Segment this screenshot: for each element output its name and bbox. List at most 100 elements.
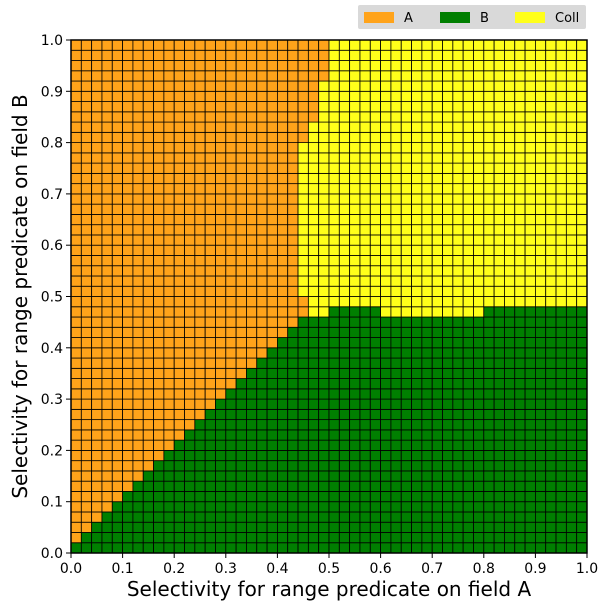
heatmap-cell: [153, 203, 165, 215]
heatmap-cell: [400, 357, 412, 369]
heatmap-cell: [80, 326, 93, 338]
heatmap-cell: [225, 70, 237, 82]
heatmap-cell: [473, 367, 485, 379]
heatmap-cell: [473, 480, 485, 492]
heatmap-cell: [111, 193, 123, 205]
heatmap-cell: [524, 347, 536, 359]
heatmap-cell: [142, 60, 154, 72]
heatmap-cell: [287, 501, 299, 513]
heatmap-cell: [111, 306, 123, 318]
heatmap-cell: [338, 265, 351, 277]
heatmap-cell: [184, 172, 196, 185]
heatmap-cell: [400, 49, 412, 61]
heatmap-cell: [359, 265, 371, 277]
heatmap-cell: [535, 388, 547, 400]
heatmap-cell: [184, 80, 196, 92]
heatmap-cell: [122, 532, 134, 544]
heatmap-cell: [142, 111, 154, 123]
heatmap-cell: [80, 111, 93, 123]
heatmap-cell: [473, 101, 485, 113]
heatmap-cell: [442, 90, 454, 102]
heatmap-cell: [462, 439, 474, 451]
heatmap-cell: [411, 275, 423, 287]
y-tick-label: 1.0: [41, 33, 63, 49]
heatmap-cell: [297, 408, 309, 421]
heatmap-cell: [483, 142, 495, 154]
heatmap-cell: [142, 470, 154, 482]
heatmap-cell: [266, 152, 278, 164]
heatmap-cell: [483, 532, 495, 544]
heatmap-cell: [349, 501, 361, 513]
heatmap-cell: [380, 357, 392, 369]
heatmap-cell: [142, 193, 154, 205]
heatmap-cell: [235, 347, 247, 359]
heatmap-cell: [204, 131, 216, 143]
heatmap-cell: [153, 470, 165, 482]
heatmap-cell: [555, 234, 567, 246]
heatmap-cell: [318, 60, 330, 72]
heatmap-cell: [256, 203, 268, 215]
heatmap-cell: [359, 101, 371, 113]
heatmap-cell: [215, 521, 227, 533]
heatmap-cell: [328, 80, 340, 92]
heatmap-cell: [400, 203, 412, 215]
heatmap-cell: [91, 439, 103, 451]
heatmap-cell: [369, 183, 381, 195]
heatmap-cell: [576, 367, 588, 379]
heatmap-cell: [576, 111, 588, 123]
heatmap-cell: [287, 398, 299, 410]
heatmap-cell: [111, 408, 123, 421]
heatmap-cell: [555, 439, 567, 451]
heatmap-cell: [266, 214, 278, 226]
heatmap-cell: [369, 378, 381, 390]
heatmap-cell: [535, 172, 547, 185]
heatmap-cell: [431, 480, 443, 492]
heatmap-cell: [328, 39, 340, 51]
heatmap-cell: [535, 316, 547, 328]
y-tick-label: 0.1: [41, 495, 63, 511]
heatmap-cell: [380, 521, 392, 533]
heatmap-cell: [565, 214, 578, 226]
heatmap-cell: [369, 316, 381, 328]
heatmap-cell: [338, 337, 351, 349]
heatmap-cell: [70, 316, 82, 328]
heatmap-cell: [153, 347, 165, 359]
heatmap-cell: [328, 162, 340, 174]
heatmap-cell: [555, 285, 567, 297]
heatmap-cell: [390, 111, 402, 123]
heatmap-cell: [256, 255, 268, 267]
heatmap-cell: [215, 285, 227, 297]
heatmap-cell: [514, 347, 526, 359]
heatmap-cell: [215, 460, 227, 472]
heatmap-cell: [411, 326, 423, 338]
heatmap-cell: [411, 521, 423, 533]
heatmap-cell: [431, 80, 443, 92]
heatmap-cell: [524, 224, 536, 236]
heatmap-cell: [390, 80, 402, 92]
heatmap-cell: [111, 367, 123, 379]
heatmap-cell: [452, 183, 464, 195]
heatmap-cell: [473, 131, 485, 143]
heatmap-cell: [287, 193, 299, 205]
heatmap-cell: [565, 152, 578, 164]
heatmap-cell: [225, 306, 237, 318]
heatmap-cell: [297, 131, 309, 143]
heatmap-cell: [256, 357, 268, 369]
heatmap-cell: [318, 408, 330, 421]
heatmap-cell: [194, 101, 206, 113]
heatmap-cell: [173, 214, 185, 226]
heatmap-cell: [380, 460, 392, 472]
heatmap-cell: [80, 255, 93, 267]
heatmap-cell: [153, 460, 165, 472]
heatmap-cell: [194, 521, 206, 533]
heatmap-cell: [256, 80, 268, 92]
heatmap-cell: [349, 285, 361, 297]
heatmap-cell: [565, 460, 578, 472]
heatmap-cell: [452, 214, 464, 226]
heatmap-cell: [514, 419, 526, 431]
heatmap-cell: [349, 337, 361, 349]
heatmap-cell: [142, 419, 154, 431]
heatmap-cell: [235, 357, 247, 369]
heatmap-cell: [256, 296, 268, 308]
heatmap-cell: [246, 193, 258, 205]
